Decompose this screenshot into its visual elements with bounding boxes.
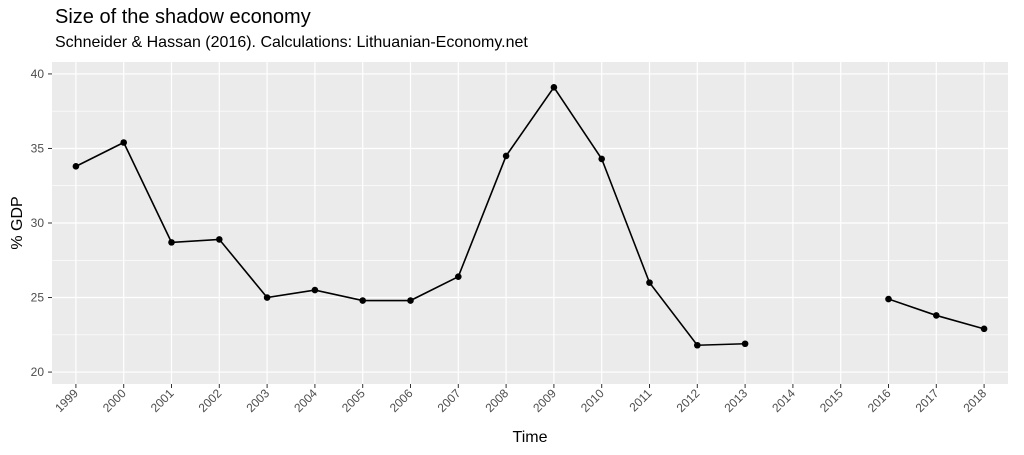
x-tick-label: 2017	[913, 386, 942, 415]
data-point-2007	[455, 273, 462, 280]
x-tick-label: 2006	[387, 386, 416, 415]
x-tick-label: 2012	[674, 386, 703, 415]
x-tick-label: 2003	[243, 386, 272, 415]
x-tick-label: 2014	[769, 386, 798, 415]
data-point-2004	[311, 286, 319, 294]
x-tick-label: 2000	[100, 386, 129, 415]
x-axis-title: Time	[513, 429, 548, 446]
gridlines	[52, 62, 1008, 384]
y-tick-label: 40	[31, 67, 45, 81]
series-points	[72, 84, 988, 349]
data-point-2006	[407, 297, 414, 304]
data-point-2000	[120, 139, 127, 146]
x-tick-label: 2018	[960, 386, 989, 415]
x-tick-label: 2009	[530, 386, 559, 415]
x-tick-label: 2008	[482, 386, 511, 415]
data-point-2002	[216, 236, 223, 243]
y-tick-label: 20	[31, 365, 45, 379]
data-point-2010	[598, 155, 605, 163]
data-point-2009	[550, 84, 558, 91]
y-tick-label: 30	[31, 216, 45, 230]
x-tick-label: 2004	[291, 386, 320, 415]
data-point-2017	[933, 312, 940, 319]
x-tick-label: 2001	[148, 386, 177, 415]
y-tick-label: 35	[31, 141, 45, 155]
x-axis: 1999 2000 2001 2002 2003 2004 2005 2006 2007 2008…	[52, 384, 989, 415]
x-tick-label: 2010	[578, 386, 607, 415]
chart-title: Size of the shadow economy	[55, 6, 311, 28]
chart-subtitle: Schneider & Hassan (2016). Calculations:…	[55, 34, 528, 51]
data-point-2018	[980, 325, 988, 333]
x-tick-label: 2002	[196, 386, 225, 415]
x-tick-label: 2016	[865, 386, 894, 415]
data-point-2011	[646, 279, 653, 286]
data-point-2012	[694, 341, 701, 349]
data-point-2013	[741, 340, 749, 348]
x-tick-label: 2007	[435, 386, 464, 415]
data-point-2016	[885, 295, 892, 303]
y-tick-label: 25	[31, 291, 45, 305]
y-axis: 20 25 30 35 40	[31, 67, 52, 379]
x-tick-label: 1999	[52, 386, 81, 415]
x-tick-label: 2015	[817, 386, 846, 415]
x-tick-label: 2011	[626, 386, 654, 414]
data-point-2005	[359, 297, 367, 304]
data-point-2001	[168, 239, 175, 246]
data-point-2008	[502, 152, 510, 160]
x-tick-label: 2013	[721, 386, 750, 415]
data-point-2003	[263, 294, 271, 301]
x-tick-label: 2005	[339, 386, 368, 415]
y-axis-title: % GDP	[9, 196, 26, 249]
data-point-1999	[72, 163, 80, 170]
